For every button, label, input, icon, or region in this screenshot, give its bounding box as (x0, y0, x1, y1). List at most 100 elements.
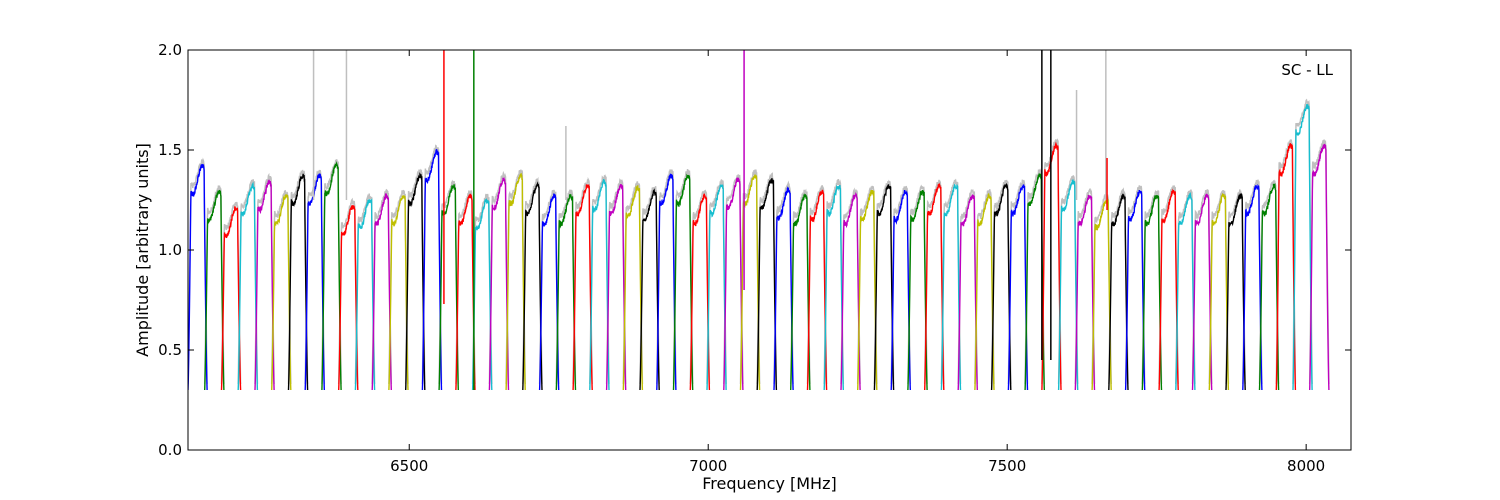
window-series (304, 173, 325, 391)
window-series (388, 194, 409, 391)
window-series (1091, 195, 1112, 391)
window-series (1175, 192, 1196, 391)
window-series (589, 178, 610, 391)
reference-trace (572, 176, 593, 385)
reference-trace (538, 189, 560, 385)
reference-trace (656, 169, 677, 385)
window-series (990, 182, 1012, 391)
x-tick-label: 6500 (390, 457, 428, 475)
window-series (538, 193, 560, 391)
window-series (773, 186, 794, 391)
window-series (471, 198, 493, 391)
reference-trace (672, 169, 694, 385)
y-tick-label: 2.0 (158, 41, 182, 59)
reference-trace (421, 144, 443, 385)
reference-trace (471, 193, 493, 385)
window-series (1108, 193, 1129, 391)
window-series (572, 184, 593, 391)
reference-trace (1141, 189, 1163, 385)
x-tick-label: 7500 (988, 457, 1026, 475)
reference-trace (1007, 179, 1029, 385)
window-series (522, 181, 543, 391)
reference-trace (388, 189, 409, 385)
reference-trace (1242, 179, 1263, 385)
window-series (354, 198, 376, 391)
reference-trace (505, 169, 526, 385)
window-series (723, 177, 744, 391)
window-series (907, 189, 928, 391)
window-series (1024, 173, 1045, 391)
reference-trace (1292, 98, 1313, 385)
reference-trace (605, 178, 627, 385)
window-series (555, 194, 577, 391)
window-series (840, 192, 861, 391)
window-series (689, 193, 711, 391)
reference-trace (639, 186, 660, 385)
window-series (1242, 183, 1263, 391)
reference-trace (522, 176, 543, 385)
reference-trace (873, 179, 895, 385)
reference-trace (689, 189, 711, 385)
window-series (924, 182, 945, 391)
reference-trace (890, 185, 912, 385)
reference-trace (438, 179, 460, 385)
reference-trace (957, 189, 979, 385)
y-tick-label: 1.0 (158, 241, 182, 259)
window-series (656, 173, 677, 391)
reference-trace (990, 179, 1012, 385)
window-series (1158, 188, 1179, 391)
reference-trace (404, 168, 426, 385)
reference-trace (1124, 185, 1146, 385)
reference-trace (1175, 189, 1196, 385)
window-series (287, 173, 309, 391)
x-tick-label: 8000 (1287, 457, 1325, 475)
reference-trace (1158, 184, 1179, 385)
window-series (237, 181, 259, 391)
reference-trace (304, 169, 326, 385)
reference-trace (974, 189, 995, 385)
window-series (1258, 183, 1280, 391)
window-series (1007, 184, 1029, 391)
reference-trace (706, 179, 727, 385)
window-series (940, 183, 962, 391)
window-series (188, 163, 208, 391)
series-layer (188, 50, 1330, 391)
series-annotation: SC - LL (1281, 61, 1333, 79)
y-tick-label: 1.5 (158, 141, 182, 159)
reference-trace (337, 197, 359, 385)
window-series (1292, 104, 1313, 391)
reference-trace (220, 201, 242, 385)
window-series (873, 184, 895, 391)
plot-area (188, 50, 1351, 450)
window-series (1141, 194, 1163, 391)
window-series (204, 189, 225, 391)
window-series (806, 189, 828, 391)
window-series (622, 185, 644, 391)
window-series (254, 179, 275, 391)
tick-layer: 6500 7000 7500 8000 0.0 0.5 1.0 1.5 2.0 (158, 41, 1351, 475)
reference-trace (773, 180, 794, 385)
window-series (1208, 192, 1230, 391)
window-series (421, 148, 443, 391)
reference-trace (806, 184, 828, 385)
window-series (1225, 192, 1246, 391)
window-series (488, 177, 510, 391)
window-series (321, 161, 342, 391)
y-tick-label: 0.5 (158, 341, 182, 359)
window-series (823, 184, 844, 391)
window-series (220, 206, 242, 391)
reference-trace (907, 184, 928, 385)
window-series (672, 173, 694, 391)
window-series (605, 184, 627, 391)
window-series (1309, 143, 1330, 391)
reference-trace (1091, 193, 1112, 385)
reference-trace (940, 178, 962, 385)
window-series (1057, 179, 1079, 391)
x-tick-label: 7000 (689, 457, 727, 475)
window-series (639, 188, 660, 391)
reference-trace (789, 188, 811, 385)
reference-trace (321, 159, 342, 385)
window-series (1191, 193, 1213, 391)
window-series (1124, 189, 1146, 391)
